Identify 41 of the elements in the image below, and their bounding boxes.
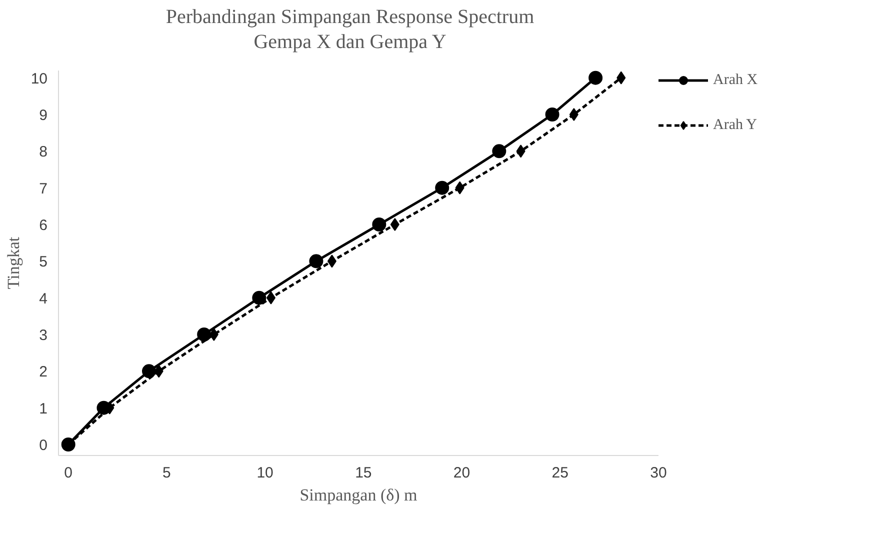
legend-label: Arah Y [713, 116, 758, 134]
point [588, 70, 603, 85]
x-tick-label: 20 [453, 464, 470, 482]
x-tick-label: 5 [162, 464, 171, 482]
point [154, 364, 164, 378]
y-tick-label: 10 [30, 70, 48, 88]
legend-label: Arah X [713, 72, 758, 88]
y-tick-label: 4 [39, 290, 48, 308]
y-tick-label: 8 [39, 144, 48, 161]
point [209, 328, 218, 341]
point [327, 254, 336, 268]
x-tick-label: 30 [650, 464, 667, 482]
point [545, 108, 560, 122]
point [309, 254, 324, 268]
point [197, 328, 212, 342]
point [492, 144, 506, 158]
y-tick-label: 1 [39, 400, 48, 418]
x-tick-label: 25 [552, 464, 568, 482]
x-tick-label: 15 [355, 464, 372, 482]
point [266, 291, 276, 304]
point [516, 144, 526, 158]
y-axis-title: Tingkat [4, 236, 23, 290]
point [252, 290, 266, 305]
point [455, 181, 464, 194]
point [569, 108, 578, 121]
point [372, 218, 386, 232]
point [435, 180, 450, 195]
y-tick-label: 0 [39, 437, 48, 454]
x-tick-label: 10 [256, 464, 274, 482]
x-axis-title: Simpangan (δ) m [300, 486, 418, 504]
x-tick-label: 0 [64, 464, 73, 482]
point [390, 218, 400, 231]
point [616, 71, 626, 84]
y-tick-label: 6 [39, 217, 48, 234]
chart-title: Perbandingan Simpangan Response Spectrum Gempa X dan Gempa Y [166, 5, 534, 55]
y-tick-label: 2 [39, 364, 48, 381]
y-tick-label: 3 [39, 327, 48, 344]
y-tick-label: 5 [39, 254, 48, 271]
y-tick-label: 7 [39, 180, 48, 198]
point [142, 364, 156, 378]
y-tick-label: 9 [39, 107, 48, 124]
